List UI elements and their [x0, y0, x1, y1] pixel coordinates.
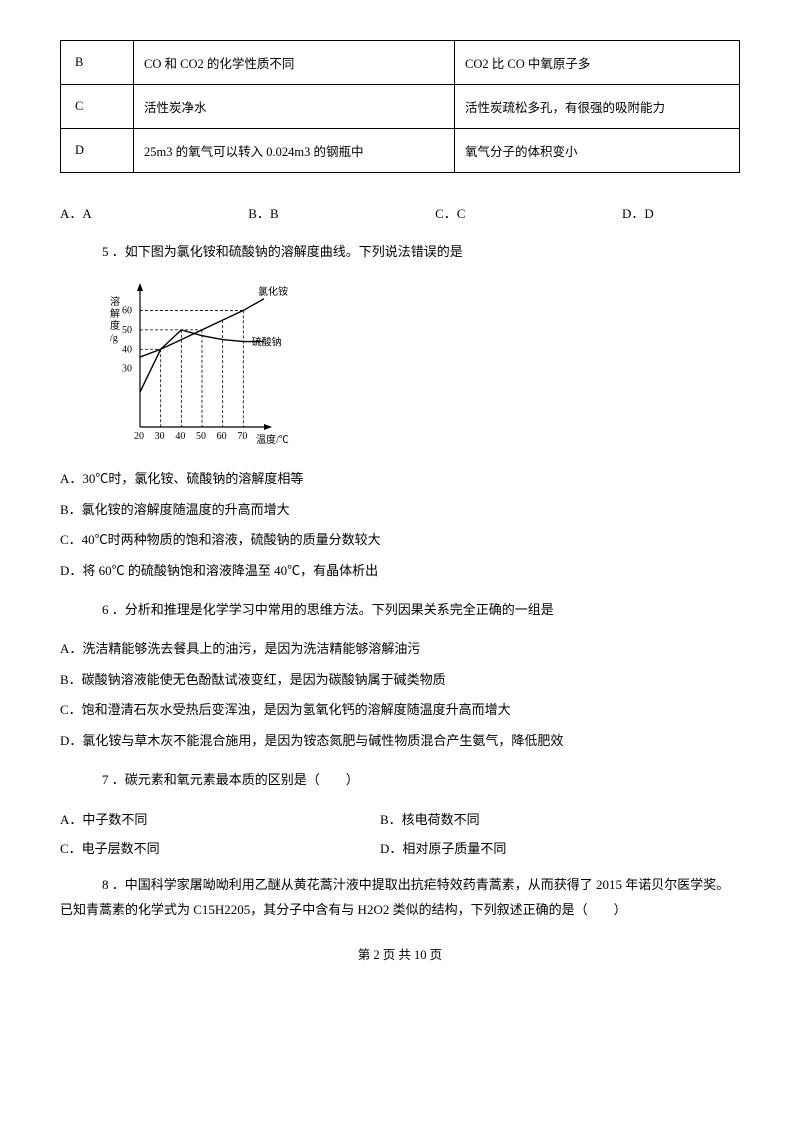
q7-option-a: A．中子数不同: [60, 809, 380, 828]
option-c: C．C: [435, 203, 465, 222]
q8-line2: 已知青蒿素的化学式为 C15H2205，其分子中含有与 H2O2 类似的结构，下…: [60, 900, 740, 921]
q5-option-a: A．30℃时，氯化铵、硫酸钠的溶解度相等: [60, 469, 740, 490]
q7-stem: 7 ．碳元素和氧元素最本质的区别是（ ）: [102, 770, 740, 791]
row-label: B: [61, 41, 134, 85]
svg-text:60: 60: [217, 431, 227, 442]
q7-option-c: C．电子层数不同: [60, 838, 380, 857]
q5-stem: 5 ．如下图为氯化铵和硫酸钠的溶解度曲线。下列说法错误的是: [102, 242, 740, 263]
table-row: D 25m3 的氧气可以转入 0.024m3 的钢瓶中 氧气分子的体积变小: [61, 129, 740, 173]
svg-text:溶: 溶: [110, 295, 120, 308]
svg-text:50: 50: [196, 431, 206, 442]
row-explanation: 氧气分子的体积变小: [455, 129, 740, 173]
option-a: A．A: [60, 203, 92, 222]
solubility-chart: 溶解度/g 温度/℃ 20 30 40 50 60 70 30 40 50 60 氯化铵硫酸钠: [102, 281, 740, 455]
svg-text:/g: /g: [110, 333, 118, 344]
row-label: D: [61, 129, 134, 173]
q6-option-a: A．洗洁精能够洗去餐具上的油污，是因为洗洁精能够溶解油污: [60, 639, 740, 660]
q5-option-b: B．氯化铵的溶解度随温度的升高而增大: [60, 500, 740, 521]
q6-option-b: B．碳酸钠溶液能使无色酚酞试液变红，是因为碳酸钠属于碱类物质: [60, 670, 740, 691]
q5-option-c: C．40℃时两种物质的饱和溶液，硫酸钠的质量分数较大: [60, 530, 740, 551]
svg-text:30: 30: [122, 364, 132, 375]
row-phenomenon: 25m3 的氧气可以转入 0.024m3 的钢瓶中: [134, 129, 455, 173]
q4-options: A．A B．B C．C D．D: [60, 203, 740, 222]
svg-text:硫酸钠: 硫酸钠: [252, 335, 282, 348]
row-phenomenon: 活性炭净水: [134, 85, 455, 129]
row-explanation: CO2 比 CO 中氧原子多: [455, 41, 740, 85]
row-phenomenon: CO 和 CO2 的化学性质不同: [134, 41, 455, 85]
svg-text:解: 解: [110, 307, 120, 320]
page-footer: 第 2 页 共 10 页: [60, 944, 740, 963]
svg-text:60: 60: [122, 305, 132, 316]
explanation-table: B CO 和 CO2 的化学性质不同 CO2 比 CO 中氧原子多 C 活性炭净…: [60, 40, 740, 173]
q6-option-d: D．氯化铵与草木灰不能混合施用，是因为铵态氮肥与碱性物质混合产生氨气，降低肥效: [60, 731, 740, 752]
q7-options-row1: A．中子数不同 B．核电荷数不同: [60, 809, 740, 828]
solubility-chart-svg: 溶解度/g 温度/℃ 20 30 40 50 60 70 30 40 50 60 氯化铵硫酸钠: [102, 281, 312, 451]
q8-line1: 8 ．中国科学家屠呦呦利用乙醚从黄花蒿汁液中提取出抗疟特效药青蒿素，从而获得了 …: [102, 875, 740, 896]
q7-option-b: B．核电荷数不同: [380, 809, 740, 828]
option-b: B．B: [248, 203, 278, 222]
q7-option-d: D．相对原子质量不同: [380, 838, 740, 857]
svg-text:40: 40: [175, 431, 185, 442]
svg-text:20: 20: [134, 431, 144, 442]
q6-option-c: C．饱和澄清石灰水受热后变浑浊，是因为氢氧化钙的溶解度随温度升高而增大: [60, 700, 740, 721]
svg-text:40: 40: [122, 344, 132, 355]
row-explanation: 活性炭疏松多孔，有很强的吸附能力: [455, 85, 740, 129]
row-label: C: [61, 85, 134, 129]
table-row: B CO 和 CO2 的化学性质不同 CO2 比 CO 中氧原子多: [61, 41, 740, 85]
q6-stem: 6 ．分析和推理是化学学习中常用的思维方法。下列因果关系完全正确的一组是: [102, 600, 740, 621]
table-row: C 活性炭净水 活性炭疏松多孔，有很强的吸附能力: [61, 85, 740, 129]
svg-text:30: 30: [155, 431, 165, 442]
svg-text:度: 度: [110, 319, 120, 332]
option-d: D．D: [622, 203, 654, 222]
svg-text:温度/℃: 温度/℃: [256, 433, 289, 446]
svg-text:50: 50: [122, 325, 132, 336]
q7-options-row2: C．电子层数不同 D．相对原子质量不同: [60, 838, 740, 857]
svg-text:氯化铵: 氯化铵: [258, 285, 288, 298]
q5-option-d: D．将 60℃ 的硫酸钠饱和溶液降温至 40℃，有晶体析出: [60, 561, 740, 582]
svg-text:70: 70: [237, 431, 247, 442]
